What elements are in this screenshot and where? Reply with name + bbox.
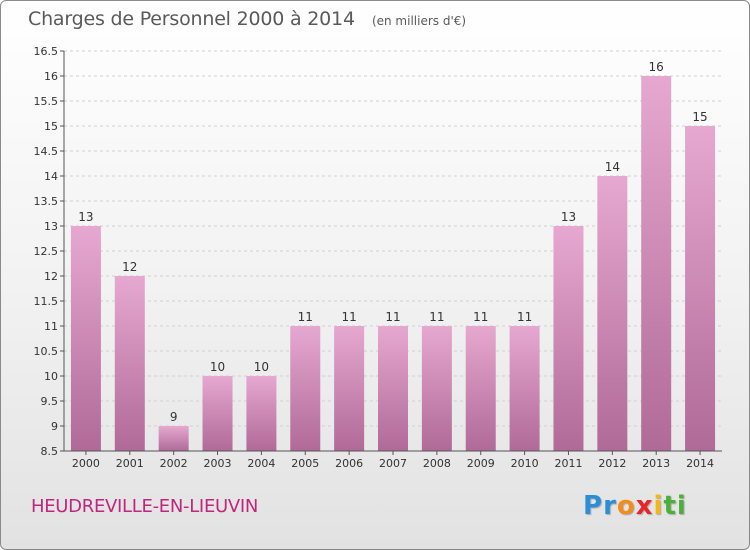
logo-letter: r [603, 491, 617, 521]
y-tick-label: 14 [44, 170, 58, 183]
bar [509, 326, 540, 451]
bar [465, 326, 496, 451]
x-tick-label: 2005 [291, 457, 319, 470]
x-tick-label: 2012 [598, 457, 626, 470]
x-tick-label: 2000 [72, 457, 100, 470]
x-tick-label: 2013 [642, 457, 670, 470]
y-tick-label: 10.5 [34, 345, 59, 358]
proxiti-logo: Proxiti [583, 491, 687, 521]
x-tick-label: 2010 [511, 457, 539, 470]
logo-letter: i [653, 491, 664, 521]
bar-value-label: 10 [210, 360, 225, 374]
chart-title: Charges de Personnel 2000 à 2014 [28, 8, 355, 30]
bar [334, 326, 365, 451]
chart-unit: (en milliers d'€) [371, 14, 467, 28]
commune-name: HEUDREVILLE-EN-LIEUVIN [31, 496, 259, 517]
y-tick-label: 12.5 [34, 245, 59, 258]
bar-value-label: 11 [385, 310, 400, 324]
bar [553, 226, 584, 451]
x-tick-label: 2008 [423, 457, 451, 470]
y-tick-label: 13.5 [34, 195, 59, 208]
bar [246, 376, 277, 451]
bar [421, 326, 452, 451]
bar [114, 276, 145, 451]
logo-letter: x [635, 491, 654, 521]
y-tick-label: 15 [44, 120, 58, 133]
bar-value-label: 16 [649, 60, 664, 74]
bar-value-label: 11 [473, 310, 488, 324]
bar [202, 376, 233, 451]
y-tick-label: 14.5 [34, 145, 59, 158]
x-tick-label: 2001 [116, 457, 144, 470]
y-tick-label: 16.5 [34, 45, 59, 58]
bar-value-label: 15 [692, 110, 707, 124]
y-tick-label: 15.5 [34, 95, 59, 108]
logo-letter: o [616, 491, 636, 521]
bar-value-label: 11 [298, 310, 313, 324]
x-tick-label: 2014 [686, 457, 714, 470]
bar [290, 326, 321, 451]
logo-letter: t [663, 491, 677, 521]
axes [60, 50, 722, 455]
y-tick-label: 10 [44, 370, 58, 383]
bar [685, 126, 716, 451]
y-tick-label: 11 [44, 320, 58, 333]
bar [70, 226, 101, 451]
x-tick-label: 2004 [247, 457, 275, 470]
bar-value-label: 11 [429, 310, 444, 324]
bar [378, 326, 408, 451]
y-tick-label: 16 [44, 70, 58, 83]
x-tick-label: 2003 [204, 457, 232, 470]
bar-value-label: 12 [122, 260, 137, 274]
bars [70, 76, 716, 451]
bar-value-label: 10 [254, 360, 269, 374]
bar-value-label: 13 [78, 210, 93, 224]
logo-letter: i [676, 491, 687, 521]
y-tick-label: 8.5 [41, 445, 59, 458]
x-tick-label: 2009 [467, 457, 495, 470]
y-tick-label: 11.5 [34, 295, 59, 308]
y-tick-label: 12 [44, 270, 58, 283]
y-tick-label: 9 [51, 420, 58, 433]
y-tick-label: 9.5 [41, 395, 59, 408]
bar-value-label: 11 [341, 310, 356, 324]
bar [641, 76, 672, 451]
labels: 8.5 9 9.5 10 10.5 11 11.5 12 12.5 13 13.5 14 14.5 15 1… [34, 45, 715, 470]
bar [597, 176, 628, 451]
bar [158, 426, 189, 451]
x-tick-label: 2006 [335, 457, 363, 470]
bar-value-label: 9 [170, 410, 178, 424]
bar-value-label: 11 [517, 310, 532, 324]
bar-value-label: 14 [605, 160, 620, 174]
x-tick-label: 2011 [554, 457, 582, 470]
x-tick-label: 2007 [379, 457, 407, 470]
x-tick-label: 2002 [160, 457, 188, 470]
y-tick-label: 13 [44, 220, 58, 233]
chart-header: Charges de Personnel 2000 à 2014 (en mil… [28, 8, 466, 30]
bar-value-label: 13 [561, 210, 576, 224]
logo-letter: P [583, 491, 604, 521]
